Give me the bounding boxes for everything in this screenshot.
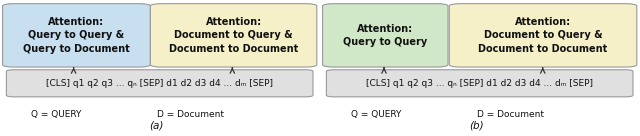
FancyBboxPatch shape: [6, 70, 313, 97]
Text: Q = QUERY: Q = QUERY: [351, 110, 401, 119]
Text: Attention:
Document to Query &
Document to Document: Attention: Document to Query & Document …: [479, 17, 607, 54]
Text: Attention:
Query to Query &
Query to Document: Attention: Query to Query & Query to Doc…: [23, 17, 130, 54]
Text: D = Document: D = Document: [477, 110, 544, 119]
Text: Q = QUERY: Q = QUERY: [31, 110, 81, 119]
Text: (b): (b): [470, 120, 484, 131]
Text: [CLS] q1 q2 q3 ... qₙ [SEP] d1 d2 d3 d4 ... dₘ [SEP]: [CLS] q1 q2 q3 ... qₙ [SEP] d1 d2 d3 d4 …: [366, 79, 593, 88]
FancyBboxPatch shape: [326, 70, 633, 97]
Text: Attention:
Document to Query &
Document to Document: Attention: Document to Query & Document …: [169, 17, 298, 54]
Text: [CLS] q1 q2 q3 ... qₙ [SEP] d1 d2 d3 d4 ... dₘ [SEP]: [CLS] q1 q2 q3 ... qₙ [SEP] d1 d2 d3 d4 …: [46, 79, 273, 88]
Text: D = Document: D = Document: [157, 110, 224, 119]
FancyBboxPatch shape: [3, 4, 150, 67]
Text: Attention:
Query to Query: Attention: Query to Query: [343, 24, 428, 47]
FancyBboxPatch shape: [323, 4, 448, 67]
FancyBboxPatch shape: [150, 4, 317, 67]
Text: (a): (a): [150, 120, 164, 131]
FancyBboxPatch shape: [449, 4, 637, 67]
